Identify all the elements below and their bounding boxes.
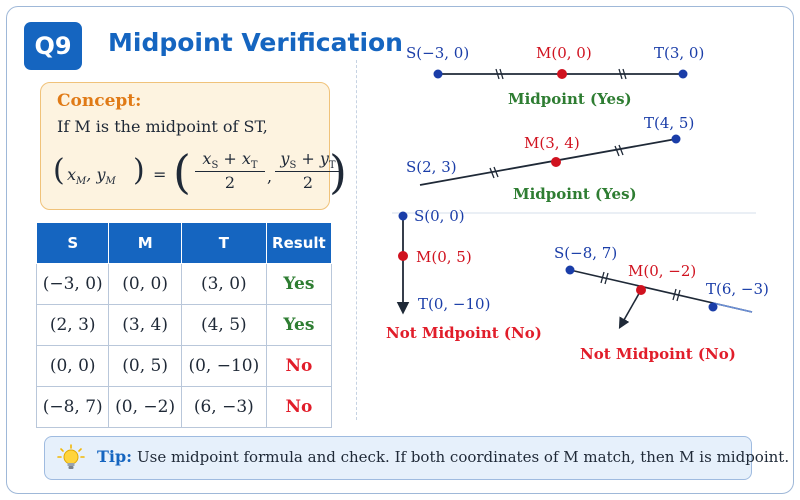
cell-result: No: [265, 386, 333, 428]
page-title: Midpoint Verification: [108, 28, 403, 57]
tick-marks-2: [489, 144, 624, 179]
concept-box: Concept: If M is the midpoint of ST, ( x…: [40, 82, 347, 210]
diagram-3: S(0, 0) M(0, 5) T(0, −10) Not Midpoint (…: [386, 207, 542, 342]
question-badge: Q9: [24, 22, 82, 70]
point-s-4: [565, 265, 575, 275]
point-m-1: [557, 69, 567, 79]
diagram-4: S(−8, 7) M(0, −2) T(6, −3) Not Midpoint …: [554, 244, 769, 363]
point-s-3: [398, 211, 408, 221]
cell-m: (3, 4): [108, 304, 182, 346]
cell-t: (3, 0): [180, 263, 267, 305]
diagram-1: S(−3, 0) M(0, 0) T(3, 0) Midpoint (Yes): [406, 44, 704, 108]
table-row: (−3, 0) (0, 0) (3, 0) Yes: [35, 263, 333, 305]
result-label-4: Not Midpoint (No): [580, 345, 736, 363]
label-m-1: M(0, 0): [536, 44, 592, 62]
segment-st-2: [419, 138, 677, 186]
cell-result: No: [265, 345, 333, 387]
paren-big-right: ): [329, 145, 347, 199]
paren-big-left: (: [173, 145, 191, 199]
point-m-4: [636, 285, 646, 295]
point-t-4: [708, 302, 718, 312]
header-result: Result: [265, 222, 333, 264]
tip-box: Tip: Use midpoint formula and check. If …: [44, 436, 789, 480]
header-s: S: [35, 222, 110, 264]
label-t-1: T(3, 0): [654, 44, 704, 62]
concept-text: If M is the midpoint of ST,: [57, 117, 268, 136]
cell-m: (0, −2): [108, 386, 182, 428]
paren-right: ): [133, 153, 145, 188]
vertical-divider: [356, 60, 357, 420]
formula-equals: =: [153, 165, 167, 184]
header-t: T: [180, 222, 267, 264]
label-s-4: S(−8, 7): [554, 244, 617, 262]
offset-arrow-4: [618, 289, 642, 329]
fraction-1-denominator: 2: [224, 173, 236, 192]
tick-marks-4: [600, 271, 681, 302]
point-m-3: [398, 251, 408, 261]
table-row: (−8, 7) (0, −2) (6, −3) No: [35, 386, 333, 428]
tick-marks-1: [495, 68, 627, 80]
cell-s: (0, 0): [35, 345, 110, 387]
label-m-2: M(3, 4): [524, 134, 580, 152]
fraction-1-numerator: xS + xT: [195, 149, 265, 173]
table-row: (0, 0) (0, 5) (0, −10) No: [35, 345, 333, 387]
point-s-1: [433, 69, 443, 79]
results-table: S M T Result (−3, 0) (0, 0) (3, 0) Yes (…: [35, 222, 333, 428]
result-label-1: Midpoint (Yes): [508, 90, 632, 108]
concept-title: Concept:: [57, 91, 142, 111]
formula-comma: ,: [267, 167, 273, 186]
cell-m: (0, 5): [108, 345, 182, 387]
formula-lhs: xM, yM: [67, 165, 116, 188]
lightbulb-icon: [57, 444, 85, 469]
point-t-1: [678, 69, 688, 79]
label-t-4: T(6, −3): [706, 280, 769, 298]
label-m-4: M(0, −2): [628, 262, 696, 280]
cell-t: (0, −10): [180, 345, 267, 387]
label-s-2: S(2, 3): [406, 158, 457, 176]
cell-result: Yes: [265, 304, 333, 346]
diagram-2: S(2, 3) M(3, 4) T(4, 5) Midpoint (Yes): [406, 114, 694, 203]
tip-label: Tip:: [97, 447, 133, 466]
fraction-2-numerator: yS + yT: [275, 149, 341, 173]
result-label-3: Not Midpoint (No): [386, 324, 542, 342]
paren-left: (: [53, 153, 65, 188]
header-m: M: [108, 222, 182, 264]
midpoint-formula: ( xM, yM ) = ( xS + xT 2 , yS + yT 2 ): [53, 145, 347, 203]
label-s-3: S(0, 0): [414, 207, 465, 225]
point-m-2: [551, 157, 561, 167]
label-t-3: T(0, −10): [418, 295, 490, 313]
cell-s: (−8, 7): [35, 386, 110, 428]
segment-extension-4: [712, 302, 753, 313]
fraction-2-denominator: 2: [302, 173, 314, 192]
label-t-2: T(4, 5): [644, 114, 694, 132]
cell-t: (4, 5): [180, 304, 267, 346]
cell-s: (−3, 0): [35, 263, 110, 305]
result-label-2: Midpoint (Yes): [513, 185, 637, 203]
tip-text: Use midpoint formula and check. If both …: [137, 448, 790, 466]
label-s-1: S(−3, 0): [406, 44, 469, 62]
table-header-row: S M T Result: [35, 222, 333, 264]
point-t-2: [671, 134, 681, 144]
label-m-3: M(0, 5): [416, 248, 472, 266]
